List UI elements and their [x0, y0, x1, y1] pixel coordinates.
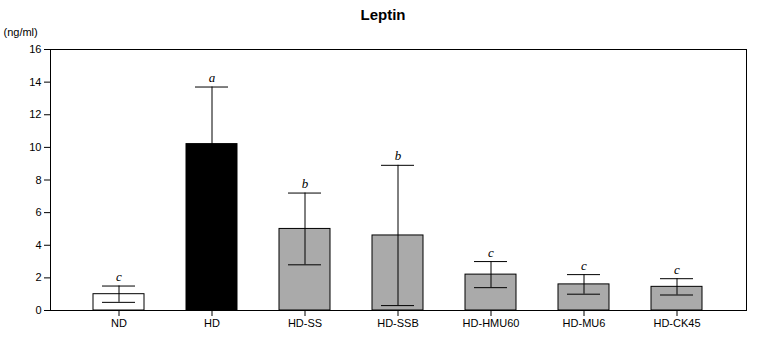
svg-text:HD-CK45: HD-CK45 [653, 317, 700, 329]
svg-text:c: c [581, 258, 587, 273]
svg-text:c: c [488, 245, 494, 260]
svg-text:(ng/ml): (ng/ml) [4, 26, 38, 38]
svg-text:4: 4 [35, 239, 41, 251]
svg-text:HD-SSB: HD-SSB [377, 317, 419, 329]
svg-text:14: 14 [29, 76, 41, 88]
svg-text:HD-HMU60: HD-HMU60 [463, 317, 520, 329]
svg-text:0: 0 [35, 304, 41, 316]
svg-text:16: 16 [29, 43, 41, 55]
svg-text:HD-SS: HD-SS [288, 317, 322, 329]
svg-text:2: 2 [35, 271, 41, 283]
svg-text:ND: ND [111, 317, 127, 329]
svg-text:c: c [116, 269, 122, 284]
svg-text:HD: HD [204, 317, 220, 329]
svg-text:b: b [302, 176, 309, 191]
svg-text:8: 8 [35, 174, 41, 186]
svg-text:HD-MU6: HD-MU6 [563, 317, 606, 329]
html-text:Leptin: Leptin [360, 6, 406, 23]
svg-text:b: b [395, 148, 402, 163]
svg-text:12: 12 [29, 108, 41, 120]
svg-text:6: 6 [35, 206, 41, 218]
svg-text:10: 10 [29, 141, 41, 153]
svg-text:a: a [209, 70, 216, 85]
svg-text:c: c [674, 262, 680, 277]
